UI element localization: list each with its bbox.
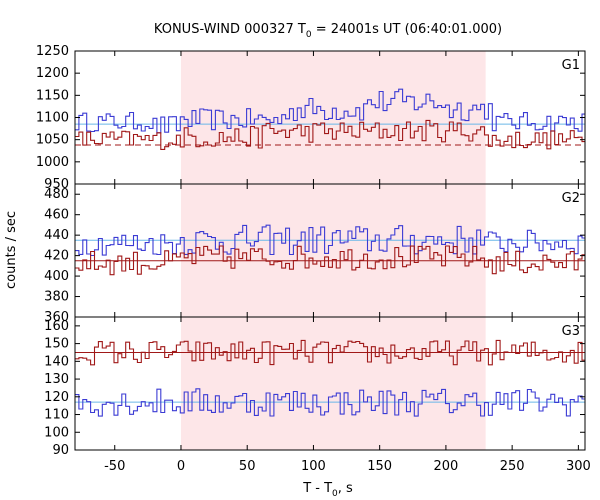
y-tick-label: 1050 (36, 133, 69, 148)
panel-label-g1: G1 (562, 58, 580, 73)
y-tick-label: 950 (44, 177, 69, 192)
y-tick-label: 480 (44, 187, 69, 202)
chart-title: KONUS-WIND 000327 T0 = 24001s UT (06:40:… (154, 22, 502, 40)
y-tick-label: 140 (44, 354, 69, 369)
y-tick-label: 1100 (36, 111, 69, 126)
y-tick-label: 380 (44, 290, 69, 305)
panel-frame-g3 (74, 316, 586, 451)
y-tick-label: 150 (44, 337, 69, 352)
x-tick-label: 250 (500, 459, 525, 474)
x-tick-label: 0 (177, 459, 185, 474)
y-tick-label: 110 (44, 408, 69, 423)
y-tick-label: 100 (44, 425, 69, 440)
y-tick-label: 360 (44, 310, 69, 325)
x-tick-label: -50 (104, 459, 125, 474)
y-axis-label: counts / sec (4, 211, 19, 289)
series-g3-0 (75, 339, 585, 366)
series-g2-0 (75, 224, 585, 257)
y-tick-label: 440 (44, 228, 69, 243)
background-levels-layer (75, 123, 585, 403)
x-tick-label: 50 (239, 459, 256, 474)
x-tick-label: 300 (566, 459, 591, 474)
y-tick-label: 1000 (36, 155, 69, 170)
series-g1-0 (75, 88, 585, 134)
series-g1-1 (75, 119, 585, 150)
y-tick-label: 400 (44, 269, 69, 284)
y-tick-label: 90 (52, 443, 69, 458)
series-g3-1 (75, 388, 585, 417)
panel-label-g3: G3 (562, 324, 580, 339)
ticks-layer: 950100010501100115012001250G136038040042… (36, 44, 591, 474)
y-tick-label: 120 (44, 390, 69, 405)
x-tick-label: 100 (301, 459, 326, 474)
x-tick-label: 150 (367, 459, 392, 474)
x-tick-label: 200 (433, 459, 458, 474)
series-layer (75, 88, 585, 417)
series-g2-1 (75, 245, 585, 276)
y-tick-label: 1200 (36, 66, 69, 81)
x-axis-label: T - T0, s (302, 481, 353, 499)
shaded-interval (180, 51, 486, 450)
y-tick-label: 1150 (36, 88, 69, 103)
shaded-interval-layer (180, 51, 486, 450)
y-tick-label: 130 (44, 372, 69, 387)
y-tick-label: 460 (44, 208, 69, 223)
y-tick-label: 1250 (36, 44, 69, 59)
panel-label-g2: G2 (562, 191, 580, 206)
y-tick-label: 160 (44, 319, 69, 334)
y-tick-label: 420 (44, 249, 69, 264)
